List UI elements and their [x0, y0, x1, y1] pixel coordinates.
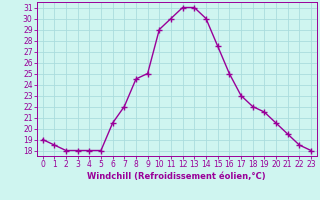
X-axis label: Windchill (Refroidissement éolien,°C): Windchill (Refroidissement éolien,°C): [87, 172, 266, 181]
